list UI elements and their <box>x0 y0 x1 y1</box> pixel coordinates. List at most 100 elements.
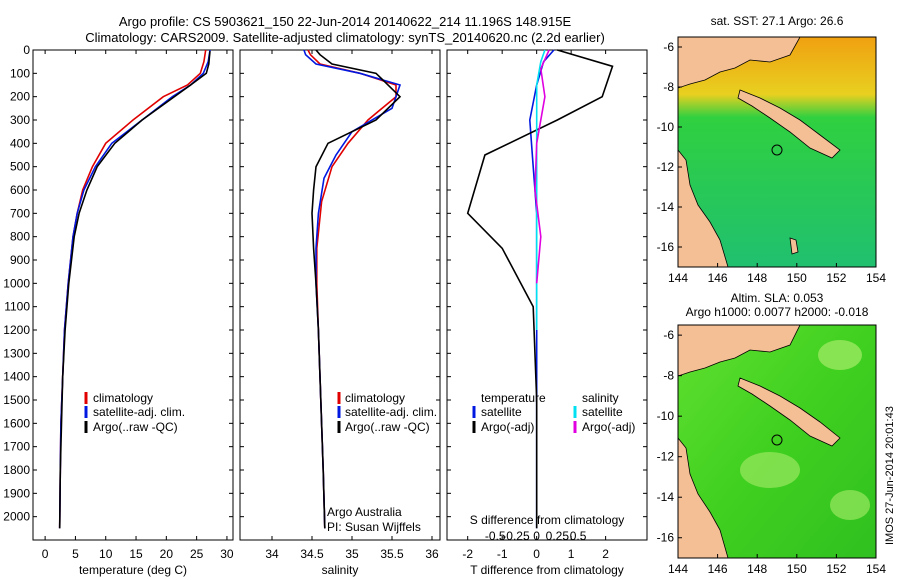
map-y-tick-label: -10 <box>657 409 675 423</box>
map-x-tick-label: 144 <box>668 562 688 576</box>
sla-map-title: Altim. SLA: 0.053 <box>731 291 824 305</box>
sst-land-australia <box>678 149 729 267</box>
map-y-tick-label: -6 <box>663 40 674 54</box>
depth-tick-label: 1100 <box>4 300 30 314</box>
series-line-climatology <box>58 49 207 529</box>
legend-label-climatology: climatology <box>345 391 405 405</box>
depth-tick-label: 800 <box>10 230 30 244</box>
sst-map-ticks: 144 146 148 150 152 154 -6 -8 -10 -12 -14 -16 <box>657 40 887 285</box>
legend-label-argo: Argo(..raw -QC) <box>345 420 430 434</box>
x-tick-label: 36 <box>425 547 439 561</box>
sla-blob <box>818 340 862 370</box>
x-tick-label: 5 <box>72 547 79 561</box>
x2-tick-label: 0.25 <box>546 529 570 543</box>
map-x-tick-label: 148 <box>747 562 767 576</box>
temperature-xlabel: temperature (deg C) <box>79 563 187 577</box>
credit-text: Argo Australia <box>327 505 402 519</box>
difference-xlabel: T difference from climatology <box>470 563 624 577</box>
x2-tick-label: 0 <box>533 529 540 543</box>
sst-land-peninsula <box>737 89 841 159</box>
salinity-legend: climatology satellite-adj. clim. Argo(..… <box>337 391 437 434</box>
legend-label-climatology: climatology <box>93 391 153 405</box>
map-x-tick-label: 146 <box>708 271 728 285</box>
sst-map-frame <box>677 36 877 268</box>
legend-label-satellite: satellite-adj. clim. <box>345 405 437 419</box>
salinity-xlabel: salinity <box>322 563 359 577</box>
map-x-tick-label: 154 <box>866 562 886 576</box>
map-y-tick-label: -10 <box>657 120 675 134</box>
x2-tick-label: 0.5 <box>570 529 587 543</box>
map-y-tick-label: -6 <box>663 328 674 342</box>
difference-series <box>466 49 614 529</box>
legend-label-satellite: satellite-adj. clim. <box>93 405 185 419</box>
depth-tick-label: 700 <box>10 206 30 220</box>
legend-label-t-argo: Argo(-adj) <box>481 420 534 434</box>
series-line-s-argo-adj- <box>534 49 550 284</box>
depth-tick-label: 1500 <box>3 393 30 407</box>
x-tick-label: -2 <box>462 547 473 561</box>
series-line-s-satellite <box>535 49 546 330</box>
map-x-tick-label: 154 <box>866 271 886 285</box>
map-x-tick-label: 148 <box>747 271 767 285</box>
depth-tick-label: 2000 <box>3 510 30 524</box>
legend-header-temperature: temperature <box>481 391 546 405</box>
map-y-tick-label: -12 <box>657 450 675 464</box>
map-y-tick-label: -16 <box>657 240 675 254</box>
sla-land-new-guinea <box>678 325 801 377</box>
salinity-panel-frame <box>239 49 441 541</box>
sla-profile-marker <box>771 434 783 446</box>
depth-tick-label: 1400 <box>3 370 30 384</box>
x2-tick-label: -0.5 <box>485 529 506 543</box>
sla-blob <box>830 490 870 520</box>
x-tick-label: 34 <box>265 547 279 561</box>
temperature-panel-frame <box>32 49 234 541</box>
depth-tick-label: 1700 <box>3 440 30 454</box>
series-line-t-argo-adj- <box>466 49 614 529</box>
sla-map-frame <box>677 324 877 559</box>
series-line-argo-raw-qc- <box>58 51 211 529</box>
legend-label-argo: Argo(..raw -QC) <box>93 420 178 434</box>
depth-tick-label: 1600 <box>3 416 30 430</box>
legend-label-s-argo: Argo(-adj) <box>582 420 635 434</box>
series-line-climatology <box>307 49 397 529</box>
x-tick-label: 20 <box>160 547 174 561</box>
depth-tick-label: 500 <box>10 160 30 174</box>
x-tick-label: 2 <box>602 547 609 561</box>
map-x-tick-label: 144 <box>668 271 688 285</box>
series-line-satellite-adj-clim- <box>303 49 402 529</box>
x-tick-label: 15 <box>129 547 143 561</box>
x-tick-label: 30 <box>220 547 234 561</box>
x-tick-label: 34.5 <box>300 547 324 561</box>
difference-panel-frame <box>446 49 648 541</box>
sst-map-title: sat. SST: 27.1 Argo: 26.6 <box>711 14 844 28</box>
sla-map <box>678 325 876 558</box>
sst-island <box>789 237 799 255</box>
map-x-tick-label: 150 <box>787 562 807 576</box>
depth-tick-label: 900 <box>10 253 30 267</box>
title-line2: Climatology: CARS2009. Satellite-adjuste… <box>85 30 605 45</box>
depth-tick-label: 100 <box>10 66 30 80</box>
sla-map-ticks: 144 146 148 150 152 154 -6 -8 -10 -12 -14 -16 <box>657 328 887 576</box>
x-axis-ticks: 0 5 10 15 20 25 30 34 34.5 35 35.5 36 -2 -1 0 1 2 -0.5-0.… <box>42 50 609 561</box>
depth-tick-label: 1800 <box>3 463 30 477</box>
depth-tick-label: 300 <box>10 113 30 127</box>
x-tick-label: 10 <box>99 547 113 561</box>
map-y-tick-label: -14 <box>657 490 675 504</box>
series-line-satellite-adj-clim- <box>58 49 211 529</box>
map-y-tick-label: -16 <box>657 531 675 545</box>
series-line-argo-raw-qc- <box>311 49 402 529</box>
x-tick-label: -1 <box>497 547 508 561</box>
depth-tick-label: 1200 <box>3 323 30 337</box>
depth-tick-label: 200 <box>10 90 30 104</box>
depth-tick-label: 1900 <box>3 486 30 500</box>
legend-label-s-satellite: satellite <box>582 405 623 419</box>
salinity-series <box>303 49 402 529</box>
sst-map <box>678 37 876 267</box>
x-tick-label: 35.5 <box>380 547 404 561</box>
depth-tick-label: 1300 <box>3 346 30 360</box>
depth-tick-label: 1000 <box>3 276 30 290</box>
pi-text: PI: Susan Wijffels <box>327 520 421 534</box>
watermark: IMOS 27-Jun-2014 20:01:43 <box>884 406 896 545</box>
map-x-tick-label: 150 <box>787 271 807 285</box>
map-x-tick-label: 146 <box>708 562 728 576</box>
